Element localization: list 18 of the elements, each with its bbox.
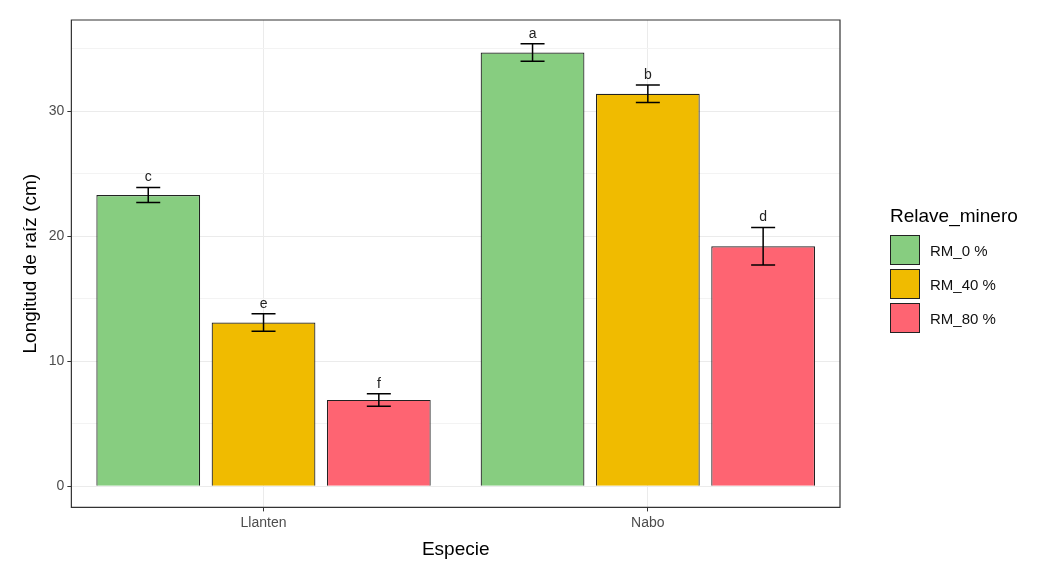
x-axis-title: Especie xyxy=(421,537,490,559)
legend-label: RM_0 % xyxy=(930,241,988,259)
y-tick-label: 0 xyxy=(56,477,65,494)
annotation: a xyxy=(528,24,537,41)
x-tick-label: Llanten xyxy=(240,513,287,530)
y-tick-label: 20 xyxy=(48,227,65,244)
y-tick-label: 30 xyxy=(48,102,65,119)
annotation: b xyxy=(643,65,652,82)
x-tick-label: Nabo xyxy=(631,513,665,530)
annotation: e xyxy=(259,294,268,311)
legend-title: Relave_minero xyxy=(890,205,1018,227)
annotation: d xyxy=(759,208,768,225)
legend-label: RM_80 % xyxy=(930,309,996,327)
annotation: f xyxy=(376,374,381,391)
annotation: c xyxy=(144,168,152,185)
legend-label: RM_40 % xyxy=(930,275,996,293)
y-tick-label: 10 xyxy=(48,352,65,369)
y-axis-title: Longitud de raíz (cm) xyxy=(18,173,40,354)
